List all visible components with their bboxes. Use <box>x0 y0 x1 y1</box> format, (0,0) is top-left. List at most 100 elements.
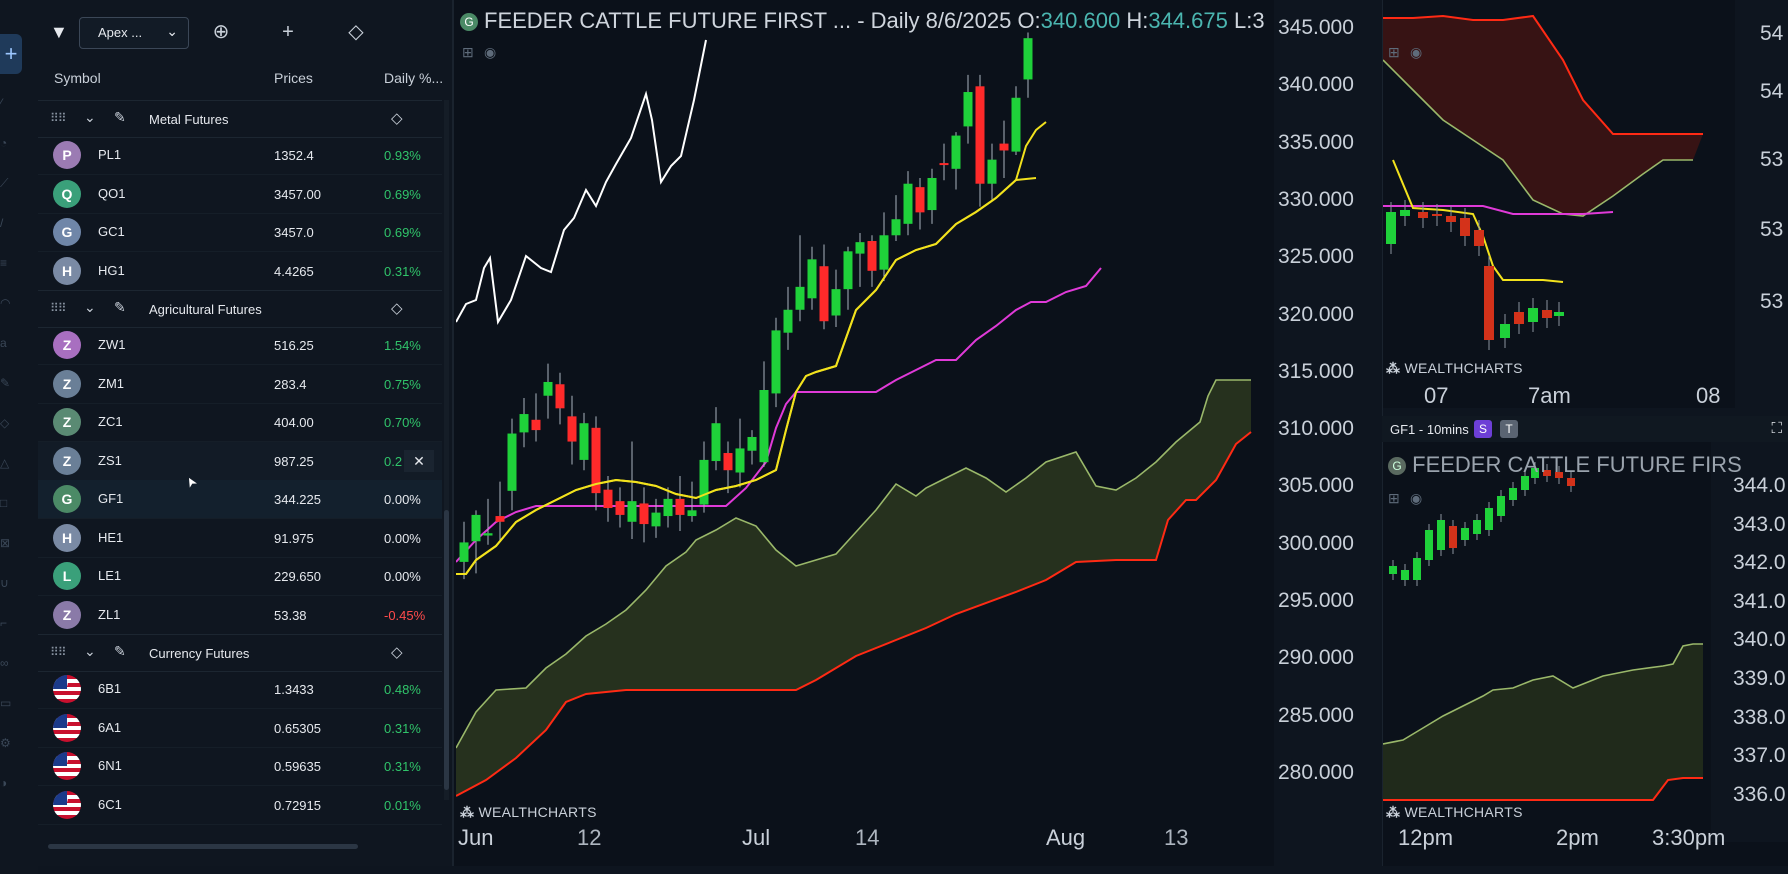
table-row[interactable]: H HG1 4.4265 0.31% <box>38 252 442 291</box>
br-tab-label[interactable]: GF1 - 10mins <box>1390 422 1469 437</box>
drag-handle-icon[interactable]: ⠿⠿ <box>50 301 67 315</box>
table-row[interactable]: G GF1 344.225 0.00% <box>38 480 442 519</box>
time-tick-label: 14 <box>855 825 880 850</box>
table-row[interactable]: Z ZW1 516.25 1.54% <box>38 326 442 365</box>
remove-tool-icon[interactable]: ⊠ <box>0 536 11 550</box>
br-span-a-line <box>1383 643 1703 745</box>
column-symbol[interactable]: Symbol <box>54 70 101 86</box>
br-candle-body <box>1437 520 1445 550</box>
eraser-icon[interactable]: ◇ <box>391 644 403 661</box>
eraser-icon[interactable]: ◇ <box>348 21 364 43</box>
price-cell: 91.975 <box>274 530 314 546</box>
eraser-tool-icon[interactable]: ◇ <box>0 416 10 430</box>
filter-icon[interactable]: ▼ <box>50 22 68 42</box>
column-prices[interactable]: Prices <box>274 70 313 86</box>
chevron-down-icon[interactable]: ⌄ <box>84 299 96 315</box>
group-header[interactable]: ⠿⠿ ⌄ ✎ Agricultural Futures ◇ <box>38 290 442 328</box>
drag-handle-icon[interactable]: ⠿⠿ <box>50 645 67 659</box>
link-tool-icon[interactable]: ∞ <box>0 656 9 670</box>
rect-tool-icon[interactable]: □ <box>0 496 8 510</box>
symbol-cell: 6B1 <box>98 681 122 696</box>
fullscreen-icon[interactable]: ⛶ <box>1771 420 1782 437</box>
horizontal-scrollbar[interactable] <box>48 844 358 849</box>
price-tick-label: 290.000 <box>1278 646 1354 670</box>
add-circle-icon[interactable]: ⊕ <box>212 21 230 43</box>
main-chart[interactable] <box>456 0 1274 874</box>
change-cell: 0.69% <box>384 186 421 202</box>
br-eye-icon[interactable]: ◉ <box>1410 490 1423 506</box>
column-daily-change[interactable]: Daily %... <box>384 70 444 86</box>
theme-icon[interactable]: ◑ <box>0 776 8 790</box>
visibility-eye-icon[interactable]: ◉ <box>484 44 497 60</box>
tr-axis-bg <box>1735 0 1788 412</box>
table-row[interactable]: 6A1 0.65305 0.31% <box>38 709 442 748</box>
table-row[interactable]: Z ZC1 404.00 0.70% <box>38 403 442 442</box>
table-row[interactable]: P PL1 1352.4 0.93% <box>38 136 442 175</box>
trend-tool-icon[interactable]: ⟋ <box>0 176 9 190</box>
screen-tool-icon[interactable]: ▭ <box>0 696 12 710</box>
add-panel-button[interactable]: + <box>0 34 22 74</box>
group-header[interactable]: ⠿⠿ ⌄ ✎ Metal Futures ◇ <box>38 100 442 138</box>
symbol-cell: 6C1 <box>98 796 122 812</box>
table-row[interactable]: 6N1 0.59635 0.31% <box>38 747 442 786</box>
magnet-tool-icon[interactable]: ∪ <box>0 576 9 590</box>
edit-pencil-icon[interactable]: ✎ <box>114 109 126 125</box>
table-row[interactable]: 6C1 0.72915 0.01% <box>38 786 442 825</box>
change-cell: 0.31% <box>384 720 421 736</box>
drag-handle-icon[interactable]: ⠿⠿ <box>50 111 67 125</box>
price-cell: 0.72915 <box>274 797 321 813</box>
br-add-icon[interactable]: ⊞ <box>1388 490 1400 506</box>
table-row[interactable]: Z ZL1 53.38 -0.45% <box>38 596 442 635</box>
watchlist-selector[interactable]: Apex ... ⌄ <box>79 17 189 49</box>
shape-tool-icon[interactable]: △ <box>0 456 10 470</box>
vertical-scrollbar[interactable] <box>444 100 449 800</box>
remove-row-button[interactable]: ✕ <box>404 449 434 472</box>
text-tool-icon[interactable]: a <box>0 336 7 350</box>
fib-tool-icon[interactable]: ≡ <box>0 256 8 270</box>
tr-span-a-line <box>1383 59 1693 217</box>
main-watermark-text: WEALTHCHARTS <box>478 804 597 820</box>
price-cell: 1352.4 <box>274 148 314 163</box>
clock-icon[interactable]: ◔ <box>0 136 8 150</box>
line-tool-icon[interactable]: / <box>0 216 4 230</box>
table-row[interactable]: G GC1 3457.0 0.69% <box>38 213 442 252</box>
edit-pencil-icon[interactable]: ✎ <box>114 643 126 659</box>
eraser-icon[interactable]: ◇ <box>391 110 403 127</box>
chevron-down-icon[interactable]: ⌄ <box>84 643 96 659</box>
badge-t[interactable]: T <box>1500 420 1518 438</box>
symbol-avatar: P <box>53 141 81 169</box>
tr-add-icon[interactable]: ⊞ <box>1388 44 1400 60</box>
table-row[interactable]: H HE1 91.975 0.00% <box>38 519 442 558</box>
price-axis[interactable] <box>1274 0 1382 874</box>
scroll-thumb[interactable] <box>444 510 449 790</box>
br-candle-body <box>1449 526 1457 548</box>
draw-tool-icon[interactable]: ⁄ <box>0 96 3 110</box>
watchlist-name: Apex ... <box>98 25 143 40</box>
table-row[interactable]: Z ZS1 987.25 0.2 ✕ <box>38 441 442 481</box>
edit-pencil-icon[interactable]: ✎ <box>114 299 126 315</box>
settings-icon[interactable]: ⚙ <box>0 736 11 750</box>
table-row[interactable]: Z ZM1 283.4 0.75% <box>38 365 442 404</box>
measure-tool-icon[interactable]: ◠ <box>0 296 11 310</box>
main-chart-canvas[interactable] <box>456 0 1274 874</box>
group-header[interactable]: ⠿⠿ ⌄ ✎ Currency Futures ◇ <box>38 634 442 672</box>
chevron-down-icon[interactable]: ⌄ <box>84 109 96 125</box>
tr-eye-icon[interactable]: ◉ <box>1410 44 1423 60</box>
brush-tool-icon[interactable]: ✎ <box>0 376 11 390</box>
price-cell: 229.650 <box>274 569 321 584</box>
chart-add-icon[interactable]: ⊞ <box>462 44 474 60</box>
ruler-tool-icon[interactable]: ⌐ <box>0 616 8 630</box>
eraser-icon[interactable]: ◇ <box>391 300 403 317</box>
table-row[interactable]: L LE1 229.650 0.00% <box>38 557 442 596</box>
br-candle-body <box>1555 472 1563 478</box>
tr-span-b-line <box>1383 14 1703 135</box>
tr-candle-body <box>1542 310 1552 318</box>
right-charts-canvas[interactable] <box>1383 0 1788 874</box>
add-symbol-button[interactable]: + <box>282 21 294 43</box>
symbol-avatar <box>53 752 81 780</box>
senkou-span-b-line <box>456 431 1252 797</box>
symbol-avatar: Q <box>53 179 81 208</box>
badge-s[interactable]: S <box>1474 420 1492 438</box>
table-row[interactable]: 6B1 1.3433 0.48% <box>38 670 442 709</box>
table-row[interactable]: Q QO1 3457.00 0.69% <box>38 175 442 214</box>
